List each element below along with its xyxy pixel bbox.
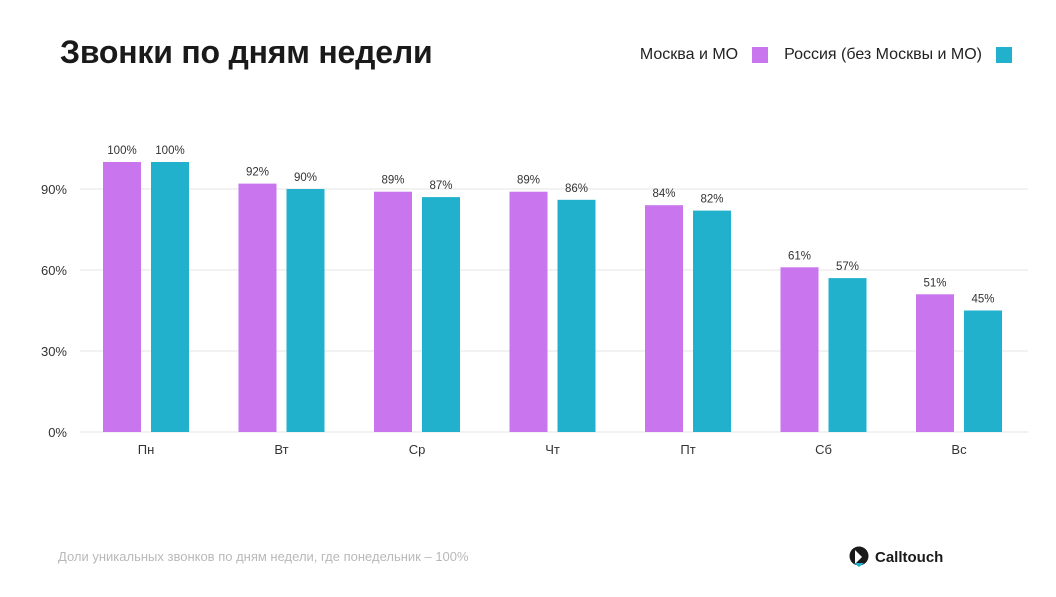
bar [286,189,325,432]
label-layer: 0% 30% 60% 90% 100% 100% Пн 92% 90% Вт 89% 87% Ср 89%… [41,145,995,457]
data-label: 45% [971,294,994,306]
brand-name: Calltouch [875,548,944,566]
calltouch-logo-icon [849,546,869,567]
data-label: 87% [429,180,452,192]
legend-swatch-russia [996,47,1012,63]
data-label: 100% [155,145,184,157]
x-tick-label: Пт [680,442,695,457]
bar-layer [103,162,1002,432]
legend-label-russia: Россия (без Москвы и МО) [784,46,982,63]
bar [557,199,596,432]
chart-title: Звонки по дням недели [60,34,433,70]
x-tick-label: Вс [951,442,967,457]
bar [693,210,731,432]
bar [374,191,412,432]
legend-swatch-moscow [752,47,769,63]
bar [964,310,1002,432]
bar [780,267,819,432]
data-label: 89% [381,175,404,187]
footer-note: Доли уникальных звонков по дням недели, … [58,549,469,564]
bar [103,162,141,432]
bar [645,205,683,432]
bar [509,191,548,432]
y-tick-label: 0% [48,425,67,440]
legend: Москва и МО Россия (без Москвы и МО) [640,46,1012,64]
brand-logo: Calltouch [849,546,943,568]
data-label: 57% [836,261,859,273]
data-label: 82% [700,194,723,206]
data-label: 51% [923,277,946,289]
data-label: 89% [517,175,540,187]
bar [151,162,189,432]
x-tick-label: Ср [409,442,426,457]
data-label: 61% [788,250,811,262]
y-tick-label: 60% [41,263,67,278]
data-label: 86% [565,183,588,195]
legend-item-russia: Россия (без Москвы и МО) [784,46,1012,64]
data-label: 100% [107,145,136,157]
data-label: 84% [652,188,675,200]
bar [828,278,867,432]
legend-item-moscow: Москва и МО [639,46,769,64]
data-label: 90% [294,172,317,184]
bar [916,294,954,432]
x-tick-label: Сб [815,442,832,457]
x-tick-label: Вт [274,442,288,457]
data-label: 92% [246,167,269,179]
bar [238,183,277,432]
x-tick-label: Чт [545,442,560,457]
grid-layer [80,188,1028,433]
legend-label-moscow: Москва и МО [639,46,739,63]
y-tick-label: 90% [41,182,67,197]
bar [422,197,460,432]
x-tick-label: Пн [138,442,155,457]
y-tick-label: 30% [41,344,67,359]
